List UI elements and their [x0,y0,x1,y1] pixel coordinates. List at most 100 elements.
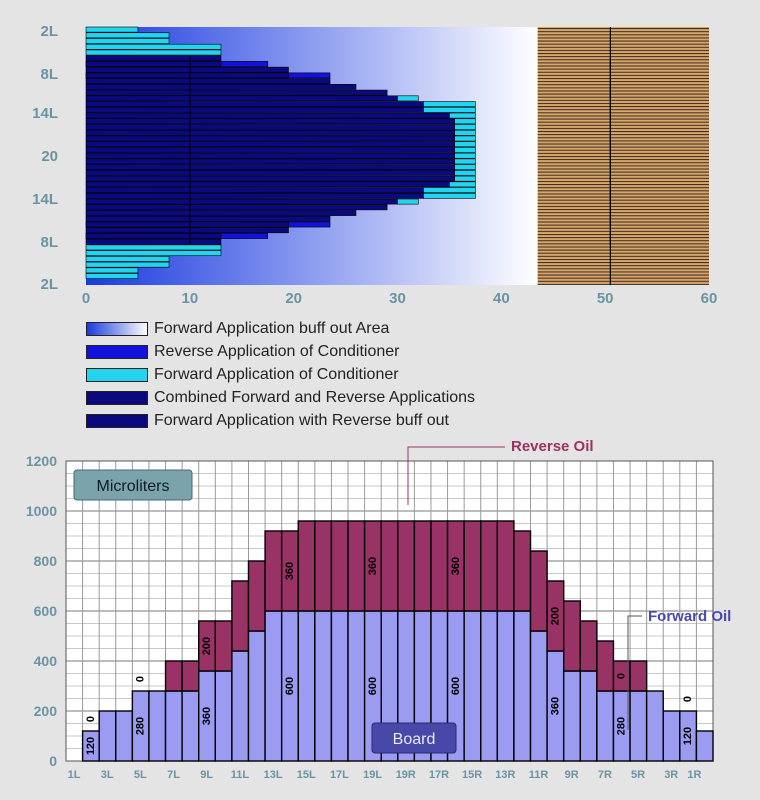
lane-forward-bar [397,198,419,205]
bar-value-label: 600 [450,677,462,695]
reverse-oil-bar [579,620,598,672]
lane-forward-bar [85,273,139,279]
lane-combined-bar [85,106,424,113]
x-tick-label: 15L [297,769,316,781]
oil-volume-chart: 1200 280036020060036060036060036036020028… [26,438,732,781]
lane-forward-bar [85,267,139,274]
lane-combined-bar [85,181,450,188]
bar-value-label: 360 [284,562,296,580]
bar-value-label: 280 [616,717,628,735]
reverse-oil-bar [380,520,399,612]
lane-forward-bar [454,141,476,148]
lane-forward-bar [449,181,476,188]
lane-forward-bar [454,164,476,171]
forward-oil-bar [513,610,532,762]
lane-forward-bar [454,152,476,159]
y-tick-label: 1000 [26,503,57,519]
x-tick-label: 40 [493,290,510,307]
x-tick-label: 7L [167,769,180,781]
forward-oil-bar [181,690,200,762]
legend-swatch-buff-out [86,321,148,336]
lane-combined-bar [85,101,424,107]
x-tick-label: 13L [264,769,283,781]
legend-item-combined: Combined Forward and Reverse Application… [86,386,475,409]
forward-oil-bar [115,710,134,762]
lane-forward-bar [423,187,476,193]
reverse-oil-bar [529,550,548,632]
x-tick-label: 1L [68,769,81,781]
lane-forward-bar [423,101,476,107]
forward-oil-bar [562,670,581,762]
reverse-oil-bar [413,520,432,612]
lane-forward-bar [85,256,170,262]
lane-forward-bar [85,244,222,251]
lane-combined-bar [85,124,455,130]
reverse-oil-bar [231,580,250,652]
y-tick-label: 200 [34,703,58,719]
bar-value-label: 0 [135,676,147,682]
lane-forward-bar [454,135,476,142]
bar-value-label: 600 [367,677,379,695]
reverse-oil-bar [397,520,416,612]
legend-item-forward: Forward Application of Conditioner [86,363,475,386]
lane-combined-bar [85,147,455,153]
lane-forward-bar [454,124,476,130]
reverse-oil-label: Reverse Oil [511,438,594,455]
lane-combined-bar [85,227,289,234]
lane-forward-bar [454,129,476,136]
reverse-oil-bar [297,520,316,612]
forward-oil-bar [297,610,316,762]
x-tick-label: 17L [330,769,349,781]
reverse-oil-bar [314,520,333,612]
lane-combined-bar [85,215,331,222]
lane-combined-bar [85,192,424,199]
y-tick-label: 400 [34,653,58,669]
legend-label: Reverse Application of Conditioner [154,342,400,360]
board-box-label: Board [393,731,436,748]
lane-forward-bar [85,43,222,50]
reverse-oil-bar [463,520,482,612]
forward-oil-bar [247,630,266,762]
x-tick-label: 19L [363,769,382,781]
lane-forward-bar [85,250,222,257]
oil-annotations: Microliters Board Reverse Oil Forward Oil [73,438,731,754]
forward-oil-bar [347,610,366,762]
bar-value-label: 0 [85,716,97,722]
lane-forward-bar [85,261,170,268]
unit-box-label: Microliters [97,478,170,495]
legend-label: Forward Application buff out Area [154,319,390,337]
x-tick-label: 11L [231,769,250,781]
lane-forward-bar [85,38,170,44]
forward-oil-bar [463,610,482,762]
bar-value-label: 360 [549,697,561,715]
bar-value-label: 360 [450,557,462,575]
lane-forward-bar [454,118,476,125]
y-tick-label: 8L [40,66,58,83]
lane-combined-bar [85,61,222,67]
x-tick-label: 1R [687,769,701,781]
lane-forward-bar [423,192,476,199]
forward-oil-label: Forward Oil [648,608,731,625]
lane-combined-bar [85,112,450,119]
bar-value-label: 280 [135,717,147,735]
x-tick-label: 15R [462,769,482,781]
legend-item-buff-out: Forward Application buff out Area [86,317,475,340]
forward-oil-bar [629,690,648,762]
forward-oil-bar [496,610,515,762]
lane-combined-bar [85,152,455,159]
legend-swatch-forward-reverse-buff [86,413,148,428]
forward-oil-bar [164,690,183,762]
y-tick-label: 14L [32,105,58,122]
forward-oil-leader [627,615,642,730]
bar-value-label: 0 [682,696,694,702]
forward-oil-bar [480,610,499,762]
lane-combined-bar [85,129,455,136]
lane-forward-bar [449,112,476,119]
reverse-oil-bar [562,600,581,672]
oil-bars: 120 0 280 0 360 200 600 360 600 360 600 360 360 200 28… [81,520,714,762]
reverse-oil-bar [480,520,499,612]
x-tick-label: 5R [631,769,645,781]
forward-oil-bar [330,610,349,762]
lane-combined-bar [85,158,455,165]
lane-combined-bar [85,238,222,245]
